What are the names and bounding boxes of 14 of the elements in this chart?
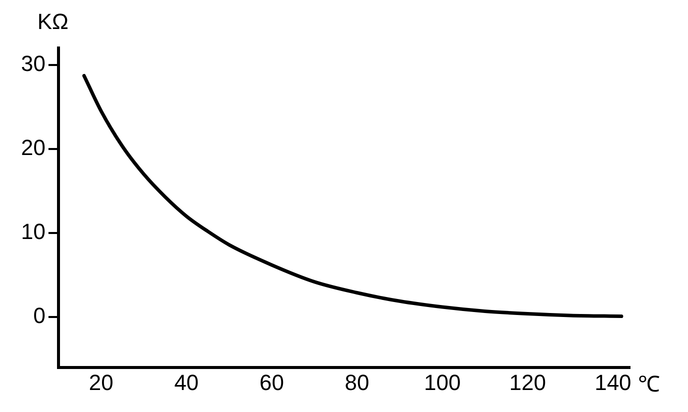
line-series — [82, 74, 624, 318]
x-axis-title: ℃ — [638, 372, 660, 397]
x-tick-label: 120 — [509, 370, 546, 395]
x-tick-label: 100 — [424, 370, 461, 395]
x-tick-label: 20 — [88, 370, 114, 395]
x-tick-label: 40 — [174, 370, 199, 395]
y-axis-title: KΩ — [37, 9, 68, 34]
x-tick-label: 140 — [594, 370, 632, 395]
y-tick-label: 0 — [33, 303, 46, 328]
y-tick-label: 20 — [20, 134, 46, 160]
y-tick-label: 30 — [20, 50, 46, 76]
x-tick-label: 80 — [344, 370, 370, 395]
y-tick-label: 10 — [20, 219, 46, 244]
x-tick-label: 60 — [259, 370, 284, 395]
